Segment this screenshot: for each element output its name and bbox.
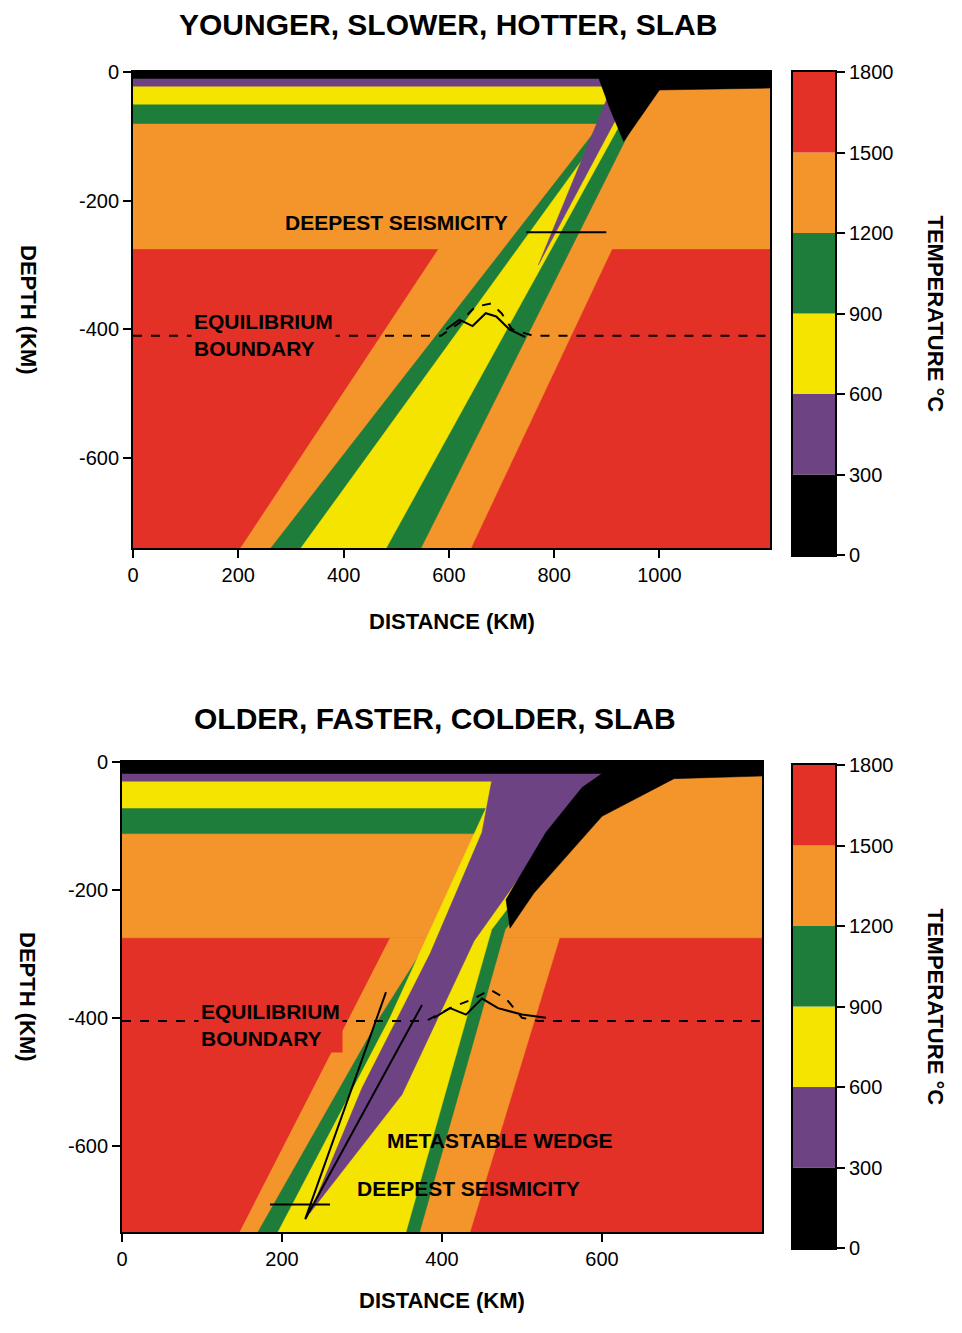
svg-text:0: 0 — [127, 564, 138, 586]
svg-text:1500: 1500 — [849, 835, 894, 857]
svg-text:600: 600 — [585, 1248, 618, 1270]
svg-text:600: 600 — [849, 1076, 882, 1098]
svg-text:-200: -200 — [68, 879, 108, 901]
svg-text:1200: 1200 — [849, 915, 894, 937]
svg-text:200: 200 — [222, 564, 255, 586]
svg-text:300: 300 — [849, 1157, 882, 1179]
svg-text:0: 0 — [97, 751, 108, 773]
svg-text:1200: 1200 — [849, 222, 894, 244]
svg-text:YOUNGER, SLOWER, HOTTER, SLAB: YOUNGER, SLOWER, HOTTER, SLAB — [179, 8, 717, 41]
svg-text:600: 600 — [432, 564, 465, 586]
svg-text:-400: -400 — [68, 1007, 108, 1029]
svg-text:EQUILIBRIUMBOUNDARY: EQUILIBRIUMBOUNDARY — [201, 1000, 340, 1050]
svg-text:400: 400 — [327, 564, 360, 586]
svg-text:TEMPERATURE °C: TEMPERATURE °C — [923, 909, 948, 1106]
svg-text:300: 300 — [849, 464, 882, 486]
svg-text:900: 900 — [849, 303, 882, 325]
svg-text:0: 0 — [849, 544, 860, 566]
svg-text:-400: -400 — [79, 318, 119, 340]
svg-text:1800: 1800 — [849, 61, 894, 83]
svg-text:400: 400 — [425, 1248, 458, 1270]
svg-text:1800: 1800 — [849, 754, 894, 776]
svg-text:1000: 1000 — [637, 564, 682, 586]
svg-text:TEMPERATURE °C: TEMPERATURE °C — [923, 216, 948, 413]
svg-text:EQUILIBRIUMBOUNDARY: EQUILIBRIUMBOUNDARY — [194, 310, 333, 360]
svg-text:0: 0 — [849, 1237, 860, 1259]
svg-text:600: 600 — [849, 383, 882, 405]
svg-text:DEPTH (KM): DEPTH (KM) — [15, 932, 40, 1062]
svg-text:DISTANCE (KM): DISTANCE (KM) — [359, 1288, 525, 1313]
svg-text:0: 0 — [108, 61, 119, 83]
svg-text:DEEPEST SEISMICITY: DEEPEST SEISMICITY — [285, 211, 508, 234]
svg-text:900: 900 — [849, 996, 882, 1018]
svg-text:200: 200 — [265, 1248, 298, 1270]
svg-text:-200: -200 — [79, 190, 119, 212]
svg-text:DEEPEST SEISMICITY: DEEPEST SEISMICITY — [357, 1177, 580, 1200]
svg-text:1500: 1500 — [849, 142, 894, 164]
svg-text:-600: -600 — [68, 1135, 108, 1157]
svg-text:DISTANCE (KM): DISTANCE (KM) — [369, 609, 535, 634]
svg-text:800: 800 — [537, 564, 570, 586]
svg-text:-600: -600 — [79, 447, 119, 469]
svg-text:0: 0 — [116, 1248, 127, 1270]
svg-text:DEPTH (KM): DEPTH (KM) — [16, 245, 41, 375]
svg-text:OLDER, FASTER, COLDER, SLAB: OLDER, FASTER, COLDER, SLAB — [194, 702, 676, 735]
svg-text:METASTABLE WEDGE: METASTABLE WEDGE — [387, 1129, 613, 1152]
